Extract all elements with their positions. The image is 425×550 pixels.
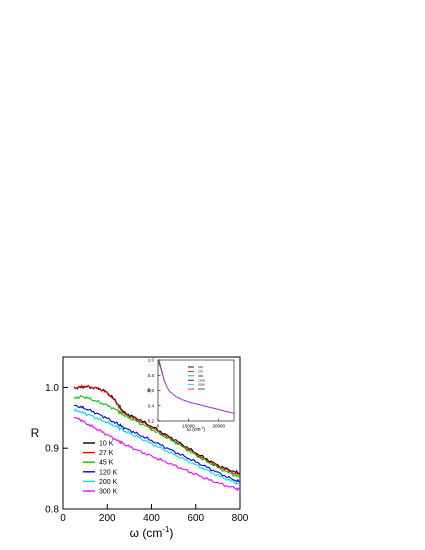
legend-label: 120K (198, 378, 205, 382)
x-axis-label-sup: -1 (162, 525, 169, 534)
legend-label: 120 K (99, 469, 118, 476)
legend-label: 200 K (99, 479, 118, 486)
y-axis-label: R (147, 388, 151, 394)
x-tick-label: 400 (143, 513, 160, 524)
legend-label: 27K (198, 369, 203, 373)
legend-label: 45 K (99, 460, 114, 467)
x-axis-label-close: ) (203, 427, 205, 433)
x-tick-label: 10000 (182, 424, 195, 429)
plot-frame (157, 359, 235, 422)
x-axis-label-main: ω (cm (130, 526, 163, 540)
y-tick-label: 0.4 (148, 403, 155, 408)
y-tick-label: 0.6 (148, 388, 155, 393)
series-line-45k (73, 394, 241, 478)
y-tick-label: 0.8 (148, 373, 155, 378)
legend-label: 10 K (99, 440, 114, 447)
x-tick-label: 800 (232, 513, 249, 524)
x-tick-label: 0 (157, 424, 160, 429)
y-axis-label: R (31, 426, 40, 440)
legend-label: 45K (198, 374, 203, 378)
inset-chart: 0 10000 20000 0.2 0.4 0.6 0.8 1.0 Rω (cm-1) 10K27… (147, 358, 235, 433)
legend-label: 10K (198, 365, 203, 369)
series-line-300k (157, 363, 235, 414)
series-line-300k (74, 417, 241, 492)
x-axis-label-sup: -1 (201, 426, 204, 430)
series-line-200k (73, 408, 241, 486)
x-axis-label: ω (cm-1) (130, 525, 174, 540)
y-tick-label: 1.0 (148, 358, 155, 363)
x-axis-label: ω (cm-1) (187, 426, 206, 433)
legend: 10 K 27 K 45 K 120 K 200 K 300 K (83, 440, 118, 495)
legend-label: 300K (198, 387, 205, 391)
y-tick-label: 0.9 (45, 444, 59, 455)
x-tick-label: 600 (187, 513, 204, 524)
series-line-27k (73, 384, 241, 476)
x-tick-label: 200 (99, 513, 116, 524)
y-tick-label: 0.2 (148, 419, 155, 424)
x-axis-label-close: ) (169, 526, 173, 540)
legend-label: 200K (198, 383, 205, 387)
legend-label: 27 K (99, 450, 114, 457)
x-tick-label: 20000 (213, 424, 226, 429)
legend-label: 300 K (99, 488, 118, 495)
y-tick-label: 1.0 (45, 383, 59, 394)
x-tick-label: 0 (60, 513, 66, 524)
x-axis-label-main: ω (cm (187, 427, 201, 433)
y-tick-label: 0.8 (45, 505, 59, 516)
series-line-120k (73, 404, 241, 483)
